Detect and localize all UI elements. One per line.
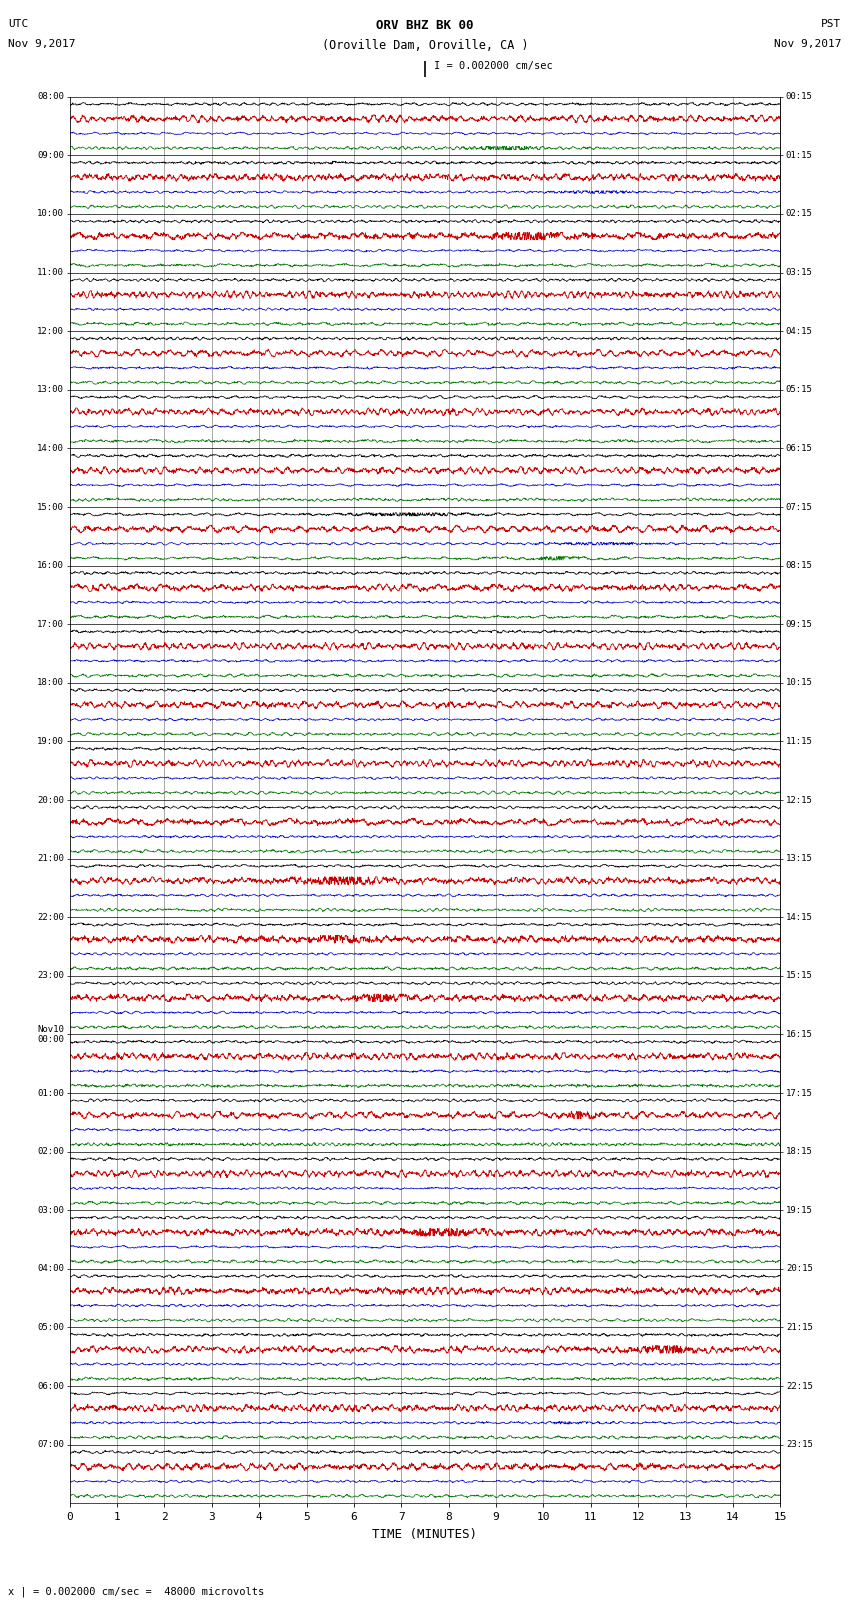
Text: Nov 9,2017: Nov 9,2017 (774, 39, 842, 48)
Text: (Oroville Dam, Oroville, CA ): (Oroville Dam, Oroville, CA ) (321, 39, 529, 52)
X-axis label: TIME (MINUTES): TIME (MINUTES) (372, 1528, 478, 1540)
Text: x | = 0.002000 cm/sec =  48000 microvolts: x | = 0.002000 cm/sec = 48000 microvolts (8, 1586, 264, 1597)
Text: I = 0.002000 cm/sec: I = 0.002000 cm/sec (434, 61, 552, 71)
Text: Nov 9,2017: Nov 9,2017 (8, 39, 76, 48)
Text: ORV BHZ BK 00: ORV BHZ BK 00 (377, 19, 473, 32)
Text: UTC: UTC (8, 19, 29, 29)
Text: PST: PST (821, 19, 842, 29)
